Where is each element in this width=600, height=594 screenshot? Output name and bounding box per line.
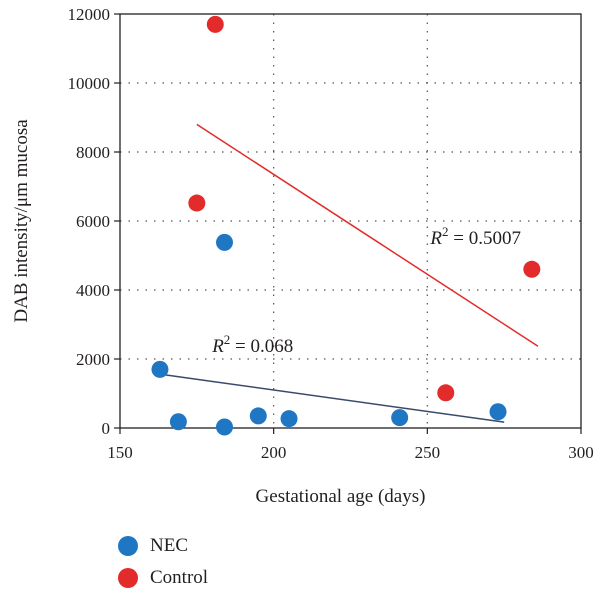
x-tick-label-300: 300 — [568, 443, 594, 462]
y-tick-label-0: 0 — [102, 419, 111, 438]
point-control-3 — [523, 260, 541, 278]
point-nec-6 — [391, 409, 409, 427]
point-control-2 — [437, 384, 455, 402]
point-control-0 — [206, 15, 224, 33]
axis-layer: 0 2000 4000 6000 8000 10000 12000 150 200 250 300 G… — [11, 5, 594, 507]
point-nec-7 — [489, 403, 507, 421]
x-tick-label-200: 200 — [261, 443, 287, 462]
y-tick-label-6000: 6000 — [76, 212, 110, 231]
trendline-layer — [159, 123, 539, 423]
point-layer — [151, 15, 541, 436]
y-axis-title: DAB intensity/μm mucosa — [11, 119, 32, 323]
x-axis-title: Gestational age (days) — [256, 486, 426, 507]
trendline-nec — [159, 373, 505, 423]
legend-item-nec: NEC — [118, 530, 208, 562]
point-nec-0 — [151, 360, 169, 378]
point-nec-4 — [249, 407, 267, 425]
y-tick-label-12000: 12000 — [68, 5, 111, 24]
scatter-chart: 0 2000 4000 6000 8000 10000 12000 150 200 250 300 G… — [11, 5, 594, 507]
point-nec-2 — [215, 233, 233, 251]
y-tick-label-4000: 4000 — [76, 281, 110, 300]
r2-label-control: R2 = 0.5007 — [429, 224, 521, 249]
legend-swatch-nec — [118, 536, 138, 556]
label-layer: R2 = 0.068 R2 = 0.5007 — [211, 224, 521, 357]
y-tick-label-10000: 10000 — [68, 74, 111, 93]
trendline-control — [196, 123, 539, 347]
legend-label-nec: NEC — [150, 535, 188, 556]
point-control-1 — [188, 194, 206, 212]
grid-layer — [120, 14, 581, 428]
legend-swatch-control — [118, 568, 138, 588]
point-nec-3 — [215, 418, 233, 436]
y-tick-label-8000: 8000 — [76, 143, 110, 162]
legend-item-control: Control — [118, 562, 208, 594]
point-nec-5 — [280, 410, 298, 428]
x-tick-label-250: 250 — [415, 443, 441, 462]
r2-label-nec: R2 = 0.068 — [211, 332, 293, 357]
legend: NEC Control — [118, 530, 208, 594]
x-tick-label-150: 150 — [107, 443, 133, 462]
point-nec-1 — [169, 413, 187, 431]
y-tick-label-2000: 2000 — [76, 350, 110, 369]
legend-label-control: Control — [150, 567, 209, 588]
